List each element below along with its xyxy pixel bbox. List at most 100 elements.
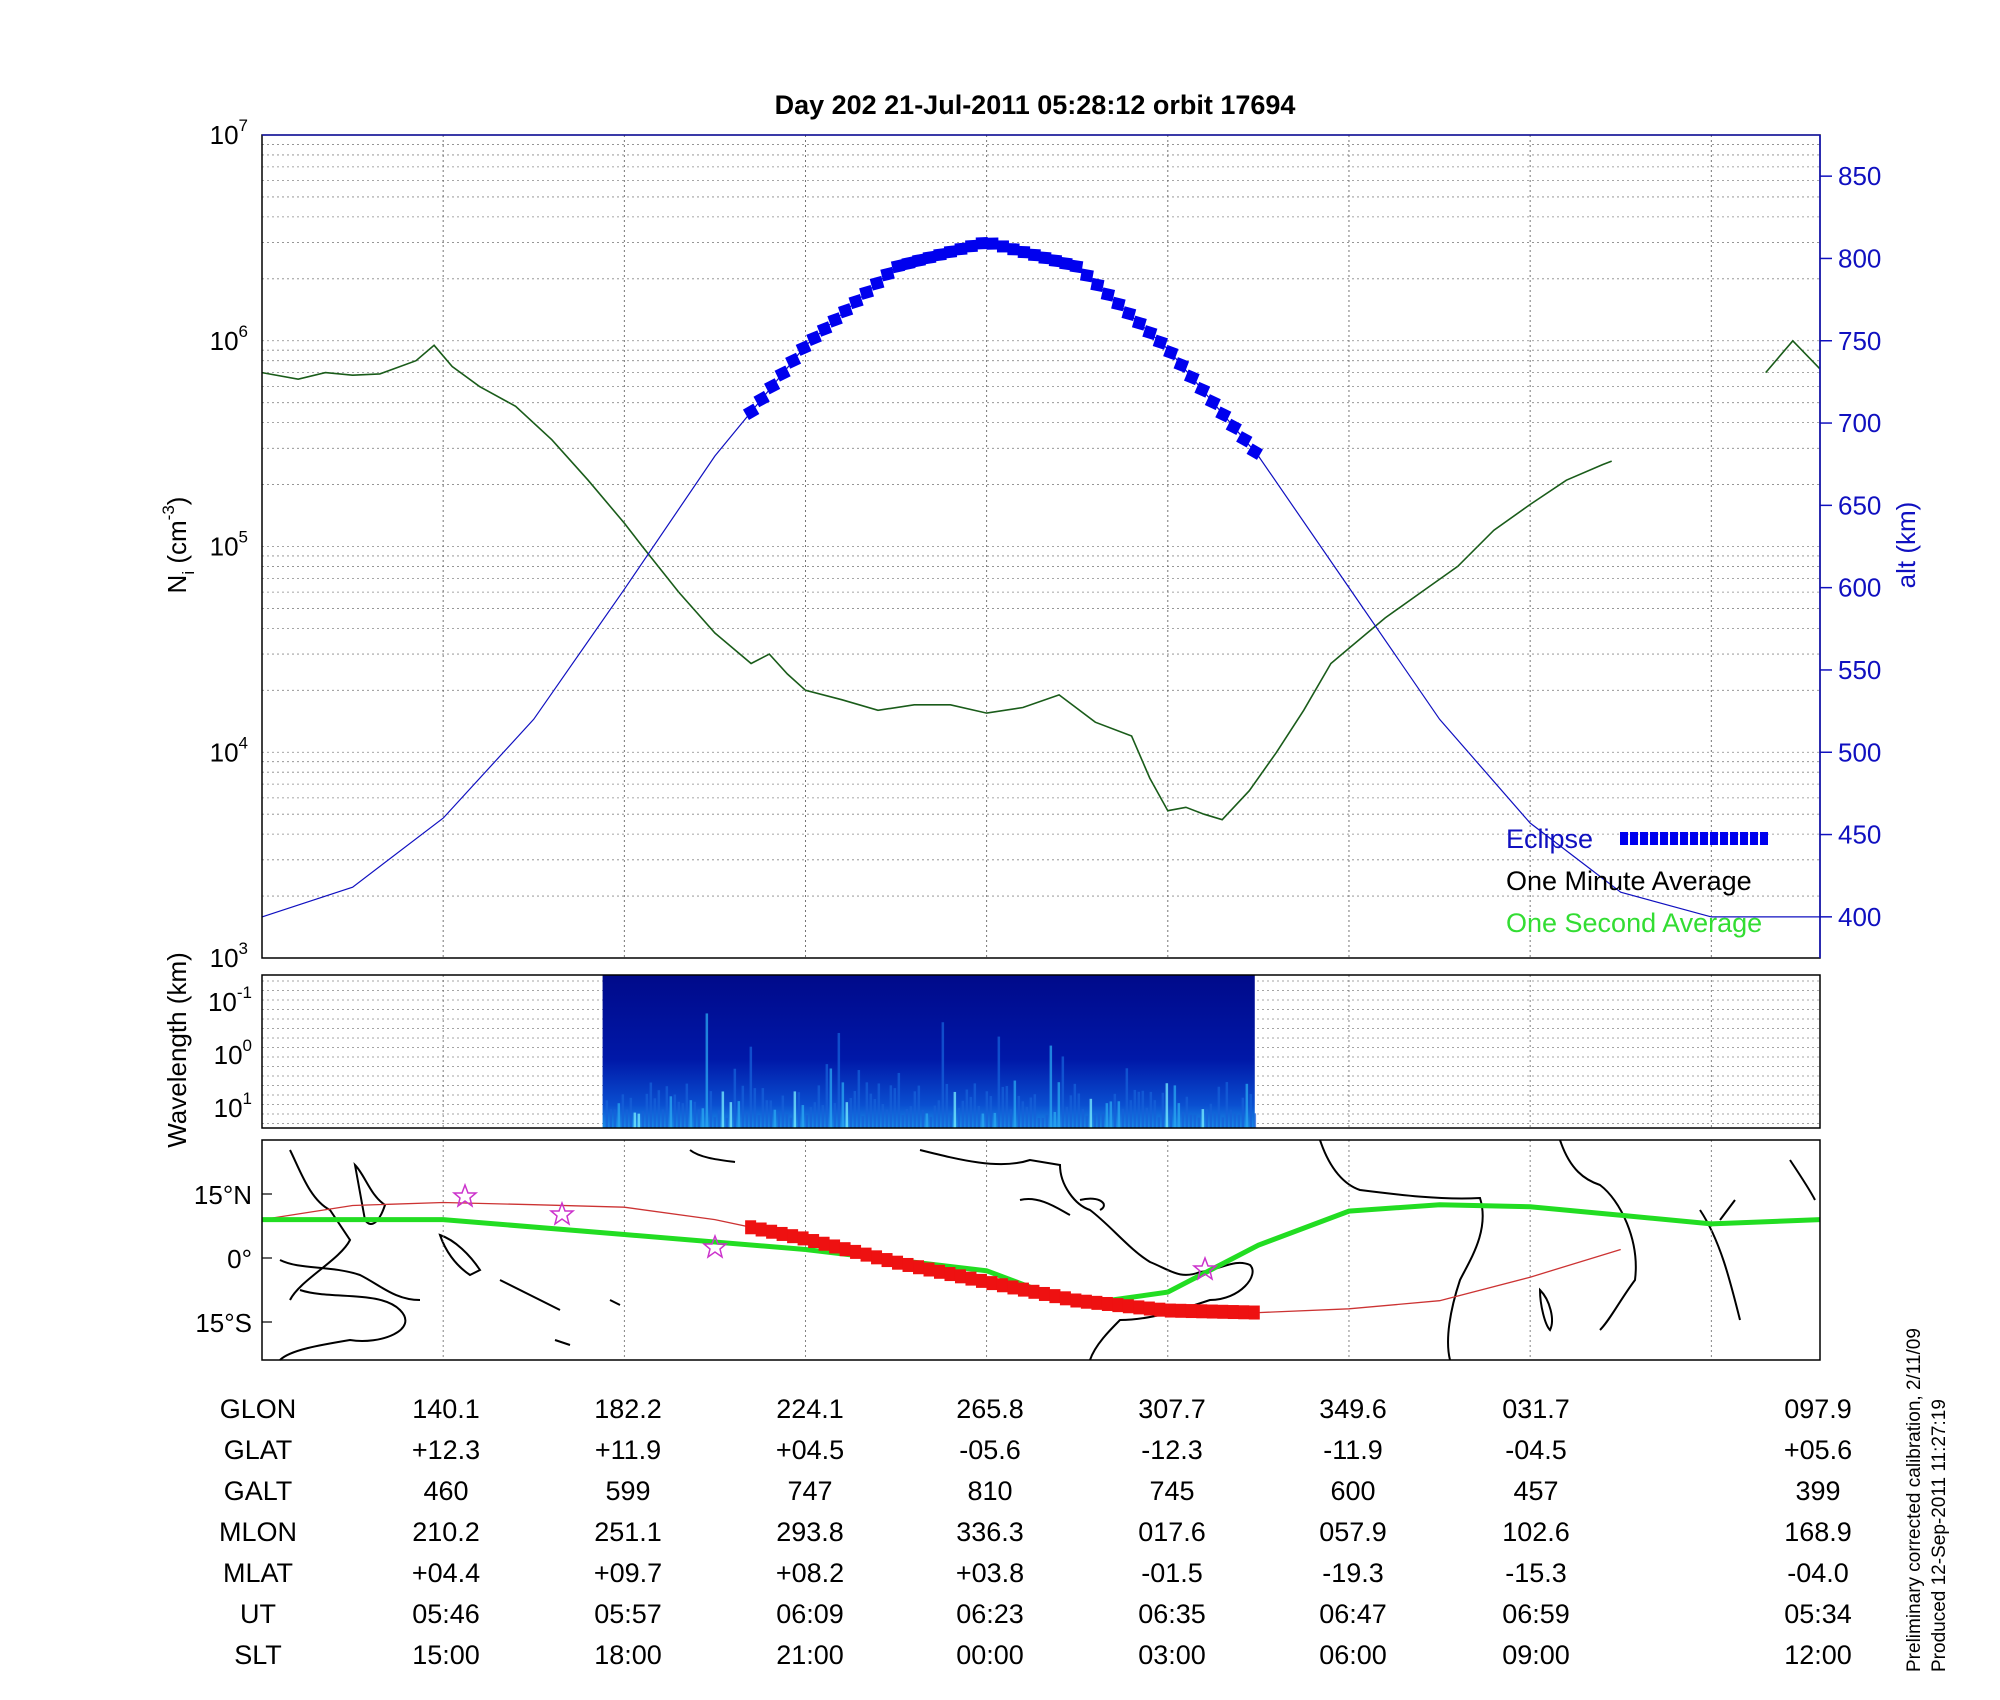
table-cell: -19.3 — [1322, 1558, 1384, 1588]
spectrogram-streak — [925, 1113, 929, 1128]
spectrogram-streak — [1085, 1115, 1089, 1128]
map-lat-ticks: 15°N 0° 15°S — [194, 1180, 272, 1338]
eclipse-marker — [986, 237, 999, 250]
eclipse-marker — [975, 237, 989, 250]
table-cell: 810 — [967, 1476, 1013, 1506]
eclipse-marker — [1069, 259, 1084, 274]
spectrogram-streak — [981, 1113, 985, 1128]
spectrogram-streak — [1133, 1089, 1137, 1128]
spectrogram-streak — [917, 1085, 921, 1128]
spectrogram-streak — [993, 1112, 997, 1128]
table-cell: 017.6 — [1138, 1517, 1206, 1547]
spectrogram-streak — [733, 1068, 737, 1128]
eclipse-marker — [837, 303, 854, 319]
table-cell: 102.6 — [1502, 1517, 1570, 1547]
legend-eclipse-square — [1740, 832, 1748, 845]
legend-minute-label: One Minute Average — [1506, 866, 1752, 896]
map-eclipse-marker — [1028, 1284, 1040, 1299]
y-tick-label: 107 — [210, 116, 248, 150]
lat-tick-label: 15°S — [195, 1308, 252, 1338]
spectrogram-streak — [1025, 1106, 1029, 1128]
table-cell: -12.3 — [1141, 1435, 1203, 1465]
table-row-label: UT — [240, 1599, 276, 1629]
eclipse-marker — [1059, 256, 1073, 271]
y-tick-label: 104 — [210, 733, 248, 767]
map-eclipse-marker — [766, 1224, 778, 1239]
spectrogram-streak — [873, 1099, 877, 1128]
spectrogram-streak — [1049, 1045, 1053, 1128]
spectrogram-streak — [641, 1111, 645, 1128]
spectrogram-streak — [945, 1083, 949, 1128]
spectrogram-streak — [1145, 1107, 1149, 1128]
map-eclipse-marker — [1217, 1304, 1229, 1319]
table-row-label: GLON — [219, 1394, 297, 1424]
legend-eclipse-square — [1620, 832, 1628, 845]
spectrogram-streak — [741, 1085, 745, 1128]
table-cell: -15.3 — [1505, 1558, 1567, 1588]
spectrogram-streak — [1157, 1117, 1161, 1128]
eclipse-marker — [1142, 325, 1158, 341]
spectrogram-streak — [877, 1083, 881, 1128]
table-cell: +03.8 — [955, 1558, 1025, 1588]
table-cell: -04.0 — [1787, 1558, 1849, 1588]
table-row-label: SLT — [234, 1640, 282, 1670]
map-eclipse-marker — [1185, 1304, 1197, 1319]
table-cell: 12:00 — [1784, 1640, 1852, 1670]
map-eclipse-marker — [1101, 1296, 1113, 1311]
eclipse-marker — [1048, 254, 1063, 268]
map-eclipse-marker — [1091, 1295, 1103, 1310]
spectrogram-streak — [1137, 1091, 1141, 1128]
table-cell: +11.9 — [594, 1435, 662, 1465]
spectrogram-streak — [621, 1094, 625, 1128]
spectrogram-fill — [602, 975, 1255, 1128]
spectrogram-streak — [1021, 1101, 1025, 1128]
spectrogram-streak — [1005, 1086, 1009, 1128]
spectrogram-streak — [801, 1105, 805, 1128]
legend-eclipse-marker — [1620, 832, 1768, 845]
map-eclipse-marker — [1038, 1286, 1050, 1301]
spectrogram-streak — [689, 1100, 693, 1128]
table-cell: +04.4 — [411, 1558, 481, 1588]
chart-title: Day 202 21-Jul-2011 05:28:12 orbit 17694 — [775, 90, 1296, 120]
table-row-label: GALT — [223, 1476, 293, 1506]
eclipse-marker — [1007, 243, 1020, 256]
series-line — [1765, 339, 1821, 374]
table-row-label: GLAT — [223, 1435, 293, 1465]
map-star-markers — [451, 1182, 1219, 1281]
map-eclipse-marker — [913, 1260, 925, 1275]
map-eclipse-marker — [1196, 1304, 1208, 1319]
spectrogram-streak — [1081, 1109, 1085, 1128]
spectrogram-streak — [1205, 1109, 1209, 1128]
table-cell: 349.6 — [1319, 1394, 1387, 1424]
spectrogram-streak — [617, 1103, 621, 1128]
y2-tick-label: 650 — [1838, 490, 1881, 520]
map-eclipse-marker — [1080, 1294, 1092, 1309]
map-panel: 15°N 0° 15°S — [194, 1139, 1821, 1361]
spectrogram-streak — [613, 1109, 617, 1128]
map-eclipse-marker — [787, 1229, 799, 1244]
table-cell: +04.5 — [775, 1435, 845, 1465]
map-eclipse-marker — [1133, 1300, 1145, 1315]
table-cell: 460 — [423, 1476, 469, 1506]
spectrogram-streak — [1245, 1083, 1249, 1128]
legend: Eclipse One Minute Average One Second Av… — [1506, 824, 1768, 938]
spectrogram-streak — [817, 1085, 821, 1128]
spectrogram-streak — [769, 1100, 773, 1128]
density-series — [261, 237, 1821, 918]
table-cell: -11.9 — [1323, 1435, 1383, 1465]
spectrogram-streak — [973, 1083, 977, 1128]
spectrogram-streak — [1069, 1095, 1073, 1128]
series-line — [261, 344, 1612, 821]
spectrogram-streak — [989, 1096, 993, 1128]
spectrogram-streak — [1201, 1109, 1205, 1128]
spectrogram-streak — [781, 1095, 785, 1128]
y2-tick-label: 400 — [1838, 902, 1881, 932]
table-cell: 00:00 — [956, 1640, 1024, 1670]
eclipse-marker — [1131, 315, 1147, 331]
spectrogram-streak — [1161, 1092, 1165, 1128]
star-marker — [1191, 1255, 1219, 1281]
spectrogram-streak — [1121, 1108, 1125, 1128]
table-cell: 06:59 — [1502, 1599, 1570, 1629]
eclipse-marker — [1038, 251, 1052, 265]
table-cell: 307.7 — [1138, 1394, 1206, 1424]
